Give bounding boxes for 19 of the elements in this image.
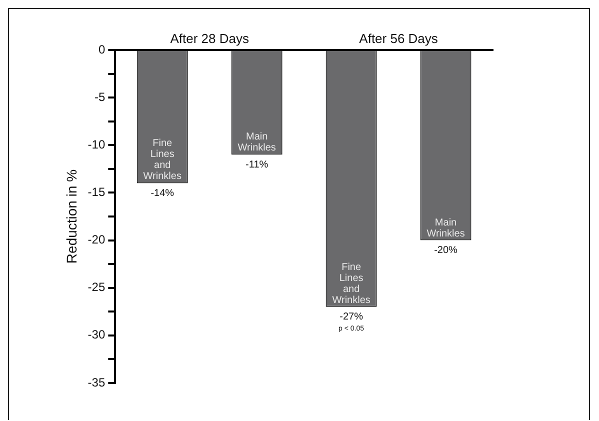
text: After 28 Days	[170, 31, 250, 46]
data-label: -14%	[150, 188, 174, 199]
y-tick-label: -35	[88, 375, 106, 390]
x-tick-label: Fine Lines and Wrinkles	[332, 262, 370, 306]
x-tick-label: Main Wrinkles	[238, 132, 276, 154]
y-tick-label: -30	[88, 328, 106, 342]
y-tick-label: -10	[88, 137, 106, 152]
text: After 56 Days	[359, 31, 438, 46]
y-tick-label: -5	[94, 90, 106, 104]
data-label: -20%	[434, 245, 458, 256]
y-tick-label: -20	[88, 232, 106, 247]
x-tick-label: Fine Lines and Wrinkles	[143, 138, 182, 182]
data-label: -11%	[246, 159, 268, 170]
y-tick-label: -25	[88, 280, 106, 294]
y-tick-label: -15	[88, 185, 106, 200]
y-tick-label: 0	[98, 42, 106, 56]
data-label: -27%	[340, 312, 364, 323]
y-axis-title: Reduction in %	[63, 169, 80, 264]
x-tick-label: Main Wrinkles	[426, 217, 465, 240]
